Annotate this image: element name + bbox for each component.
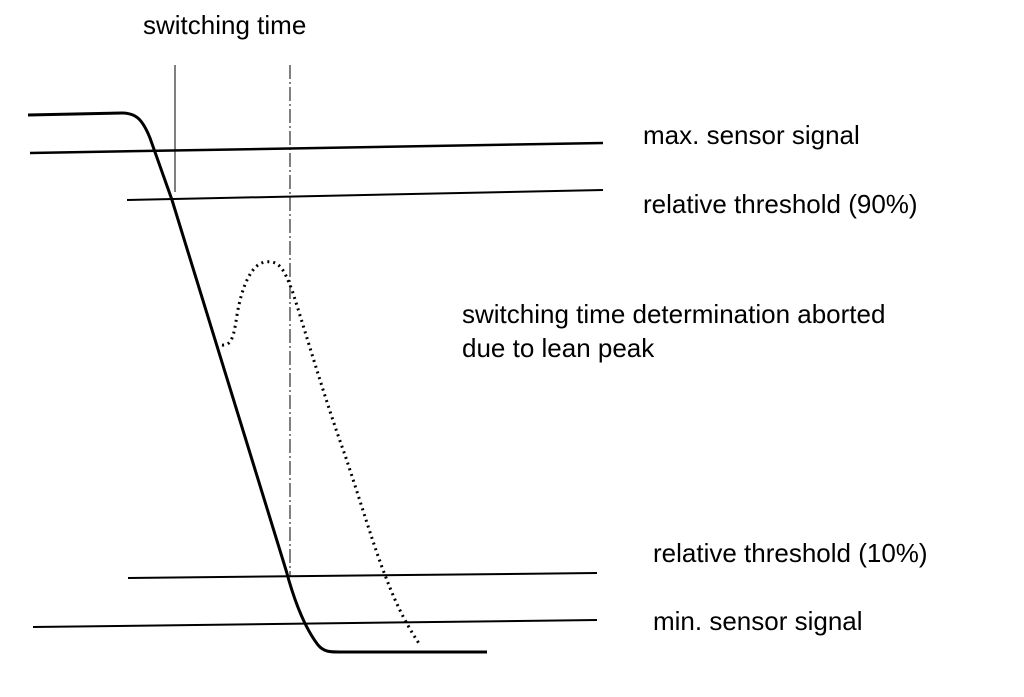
threshold-90-line	[126, 189, 604, 201]
aborted-label: switching time determination aborted	[462, 299, 885, 329]
sensor-signal-curve	[27, 111, 487, 654]
max-signal-label: max. sensor signal	[643, 120, 860, 150]
threshold-10-label: relative threshold (10%)	[653, 538, 928, 568]
min-signal-label: min. sensor signal	[653, 606, 863, 636]
threshold-10-line	[127, 572, 598, 579]
aborted-label: due to lean peak	[462, 333, 655, 363]
min-signal-line	[32, 619, 598, 628]
max-signal-line	[29, 141, 604, 155]
switching-time-label: switching time	[143, 10, 306, 40]
threshold-90-label: relative threshold (90%)	[643, 189, 918, 219]
